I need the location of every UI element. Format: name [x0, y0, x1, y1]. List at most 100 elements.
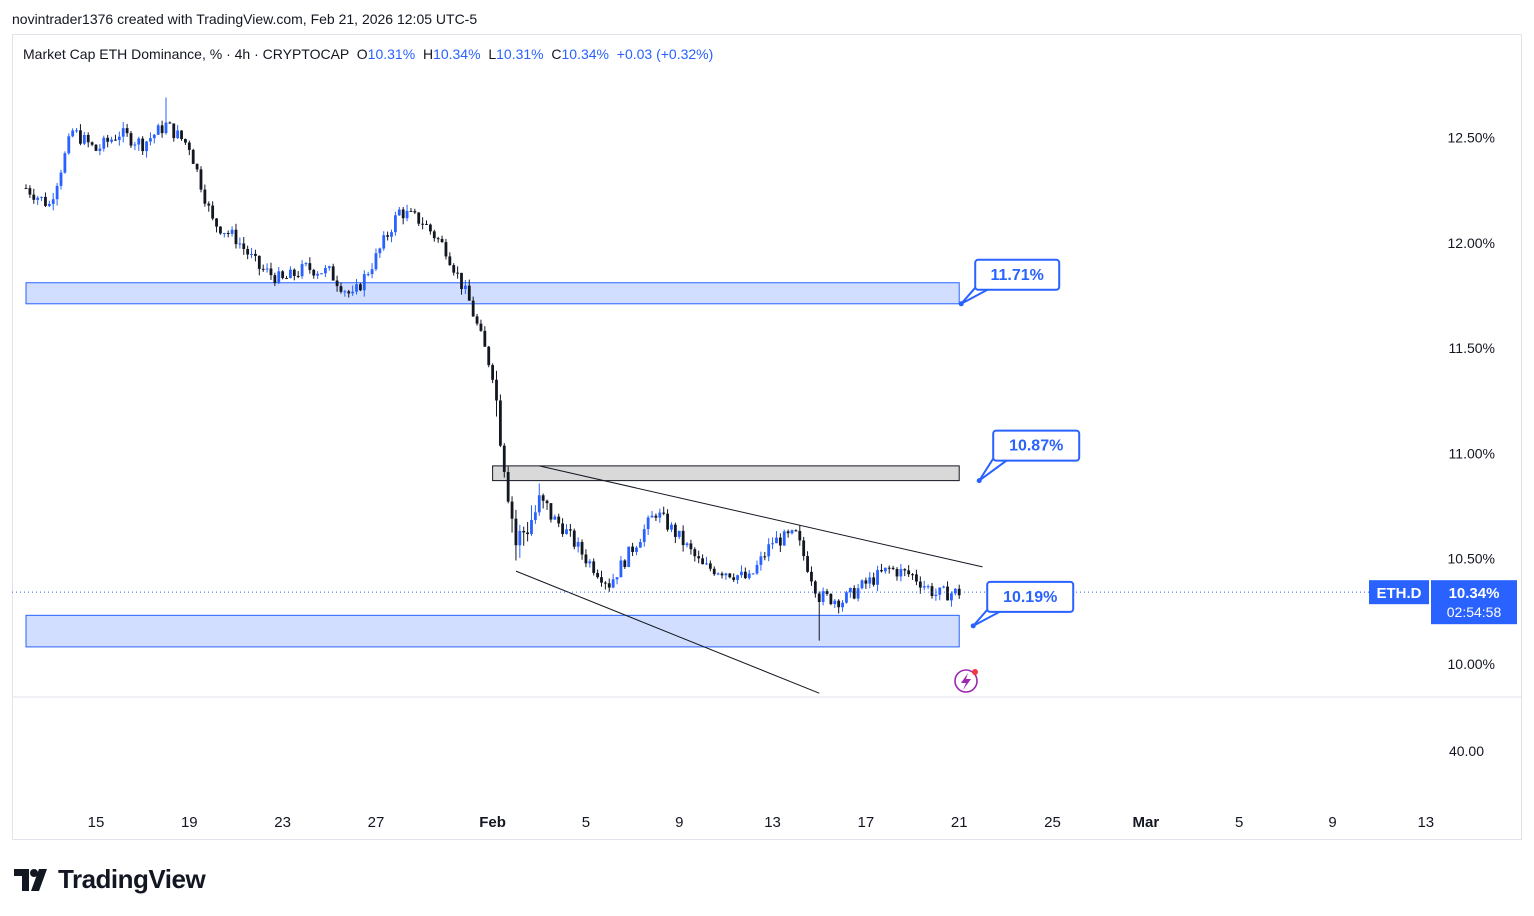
callout-label: 10.87% — [1009, 438, 1063, 455]
candle — [716, 572, 720, 576]
candle — [254, 249, 257, 262]
candle-body — [238, 243, 242, 245]
candle-body — [382, 235, 386, 249]
candle — [207, 201, 211, 212]
candle-body — [366, 274, 370, 276]
lightning-icon[interactable] — [954, 669, 978, 693]
candle — [561, 518, 564, 537]
candle-body — [817, 593, 821, 602]
candle — [864, 577, 868, 589]
candle-body — [114, 139, 117, 141]
candle-body — [810, 571, 813, 582]
lower-trendline[interactable] — [515, 570, 820, 694]
candle — [545, 499, 549, 510]
candle-body — [362, 274, 366, 291]
candle-body — [662, 512, 666, 514]
candle — [650, 511, 654, 518]
candle — [440, 235, 444, 243]
x-tick-label: 21 — [951, 814, 968, 831]
candle — [907, 565, 911, 577]
candle-body — [355, 284, 358, 292]
x-tick-label: 5 — [1235, 814, 1243, 831]
support-zone[interactable] — [25, 614, 960, 648]
candle — [708, 560, 712, 572]
candle-body — [335, 280, 339, 287]
candle-body — [374, 253, 378, 270]
candle — [152, 133, 156, 144]
tradingview-brand[interactable]: TradingView — [14, 864, 206, 895]
candle-body — [487, 346, 491, 366]
candle — [479, 319, 483, 332]
candle — [607, 578, 611, 592]
candle-body — [576, 541, 580, 547]
candle — [129, 131, 133, 148]
candle — [502, 443, 506, 478]
candle — [565, 524, 568, 535]
candle — [55, 182, 59, 206]
bar-countdown-label: 02:54:58 — [1447, 604, 1502, 620]
candle-body — [607, 583, 611, 588]
candle-body — [394, 215, 397, 233]
candle — [759, 551, 763, 571]
candle — [588, 559, 592, 568]
candle-body — [234, 229, 238, 245]
candle-body — [55, 185, 59, 200]
candle — [370, 263, 374, 279]
resistance-zone-mid[interactable] — [492, 465, 960, 482]
candle — [463, 280, 467, 295]
candle — [397, 207, 401, 216]
candle — [845, 590, 848, 604]
callout-anchor-dot — [958, 301, 964, 307]
candle — [666, 509, 669, 532]
candle-body — [506, 472, 510, 502]
x-tick-label: 19 — [181, 814, 198, 831]
callout-box[interactable] — [986, 580, 1075, 613]
candle — [308, 257, 312, 274]
candle — [533, 505, 537, 524]
candle-body — [654, 515, 658, 518]
candle-body — [448, 256, 452, 266]
callout-box[interactable] — [974, 258, 1061, 291]
candle — [86, 132, 90, 148]
candle — [141, 136, 145, 155]
candle-body — [67, 136, 71, 154]
candle — [794, 529, 798, 532]
resistance-zone-upper[interactable] — [25, 282, 960, 305]
candle — [281, 270, 285, 280]
candle — [638, 538, 642, 548]
candle-body — [557, 516, 561, 524]
upper-trendline[interactable] — [539, 465, 983, 568]
candle — [495, 370, 498, 417]
candle-body — [273, 275, 277, 284]
candle-body — [685, 543, 689, 546]
candle-body — [226, 233, 230, 235]
candle-body — [837, 600, 841, 608]
candle-body — [673, 524, 677, 537]
candle — [736, 574, 739, 584]
candle-body — [222, 233, 226, 235]
candle — [596, 569, 599, 579]
callout-box[interactable] — [992, 429, 1081, 462]
candle-body — [79, 130, 82, 144]
candle — [530, 505, 533, 536]
candle — [549, 503, 553, 523]
candle-body — [172, 123, 176, 139]
candle-body — [646, 517, 650, 530]
candle — [51, 192, 55, 211]
candle-body — [145, 141, 148, 152]
candle — [94, 144, 98, 152]
candle-body — [409, 210, 413, 212]
candle — [883, 567, 887, 574]
candle-body — [351, 291, 355, 294]
chart-frame[interactable] — [12, 34, 1522, 840]
candle-body — [942, 586, 946, 588]
candle-body — [312, 269, 316, 276]
candle — [67, 133, 71, 155]
candle-body — [876, 570, 879, 585]
legend-low-value: 10.31% — [496, 46, 544, 62]
candle-body — [592, 561, 596, 573]
candle-body — [324, 267, 327, 274]
candle-body — [522, 530, 526, 533]
candle — [106, 134, 110, 148]
